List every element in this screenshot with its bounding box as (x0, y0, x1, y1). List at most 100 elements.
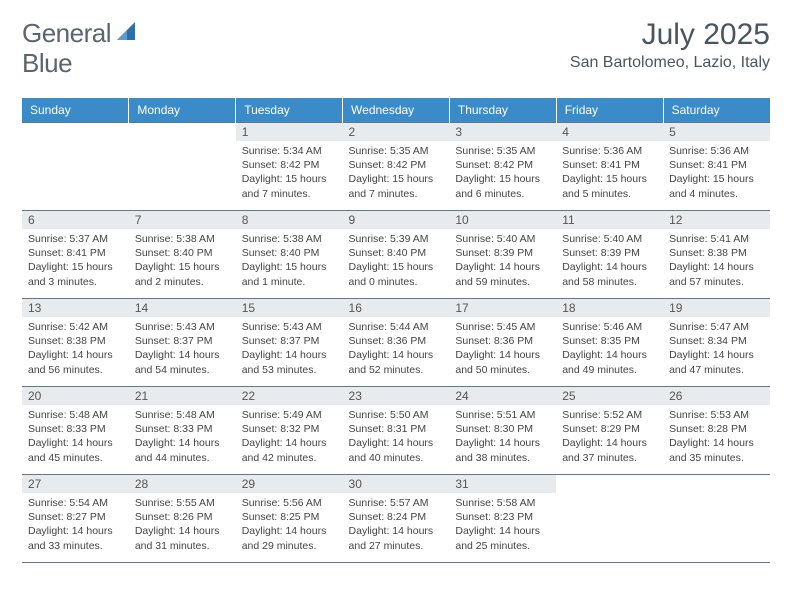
day-details: Sunrise: 5:44 AMSunset: 8:36 PMDaylight:… (343, 317, 450, 381)
logo-line2: Blue (22, 48, 72, 79)
daylight-text: Daylight: 14 hours and 40 minutes. (349, 436, 444, 464)
calendar-day-cell: 24Sunrise: 5:51 AMSunset: 8:30 PMDayligh… (449, 387, 556, 475)
sunrise-text: Sunrise: 5:40 AM (455, 232, 550, 246)
weekday-header: Sunday (22, 98, 129, 123)
sunrise-text: Sunrise: 5:43 AM (242, 320, 337, 334)
calendar-day-cell: 8Sunrise: 5:38 AMSunset: 8:40 PMDaylight… (236, 211, 343, 299)
sunrise-text: Sunrise: 5:54 AM (28, 496, 123, 510)
day-number: 8 (236, 211, 343, 229)
sunset-text: Sunset: 8:27 PM (28, 510, 123, 524)
calendar-week-row: 13Sunrise: 5:42 AMSunset: 8:38 PMDayligh… (22, 299, 770, 387)
day-number: 1 (236, 123, 343, 141)
calendar-day-cell: 7Sunrise: 5:38 AMSunset: 8:40 PMDaylight… (129, 211, 236, 299)
calendar-day-cell: 29Sunrise: 5:56 AMSunset: 8:25 PMDayligh… (236, 475, 343, 563)
daylight-text: Daylight: 14 hours and 47 minutes. (669, 348, 764, 376)
calendar-day-cell: 19Sunrise: 5:47 AMSunset: 8:34 PMDayligh… (663, 299, 770, 387)
day-details: Sunrise: 5:43 AMSunset: 8:37 PMDaylight:… (129, 317, 236, 381)
day-details: Sunrise: 5:35 AMSunset: 8:42 PMDaylight:… (343, 141, 450, 205)
sunset-text: Sunset: 8:29 PM (562, 422, 657, 436)
daylight-text: Daylight: 14 hours and 38 minutes. (455, 436, 550, 464)
sunset-text: Sunset: 8:42 PM (455, 158, 550, 172)
sunset-text: Sunset: 8:33 PM (135, 422, 230, 436)
day-details: Sunrise: 5:39 AMSunset: 8:40 PMDaylight:… (343, 229, 450, 293)
weekday-header: Wednesday (343, 98, 450, 123)
daylight-text: Daylight: 15 hours and 6 minutes. (455, 172, 550, 200)
sunrise-text: Sunrise: 5:48 AM (28, 408, 123, 422)
day-number: 15 (236, 299, 343, 317)
sunset-text: Sunset: 8:28 PM (669, 422, 764, 436)
day-details: Sunrise: 5:57 AMSunset: 8:24 PMDaylight:… (343, 493, 450, 557)
sunrise-text: Sunrise: 5:40 AM (562, 232, 657, 246)
day-details: Sunrise: 5:35 AMSunset: 8:42 PMDaylight:… (449, 141, 556, 205)
sunset-text: Sunset: 8:23 PM (455, 510, 550, 524)
calendar-day-cell: 26Sunrise: 5:53 AMSunset: 8:28 PMDayligh… (663, 387, 770, 475)
calendar-day-cell: 31Sunrise: 5:58 AMSunset: 8:23 PMDayligh… (449, 475, 556, 563)
daylight-text: Daylight: 14 hours and 54 minutes. (135, 348, 230, 376)
sunrise-text: Sunrise: 5:48 AM (135, 408, 230, 422)
sunset-text: Sunset: 8:34 PM (669, 334, 764, 348)
day-number: 23 (343, 387, 450, 405)
day-details: Sunrise: 5:51 AMSunset: 8:30 PMDaylight:… (449, 405, 556, 469)
day-number: 24 (449, 387, 556, 405)
calendar-week-row: 6Sunrise: 5:37 AMSunset: 8:41 PMDaylight… (22, 211, 770, 299)
location: San Bartolomeo, Lazio, Italy (570, 54, 770, 72)
sunrise-text: Sunrise: 5:42 AM (28, 320, 123, 334)
sunset-text: Sunset: 8:40 PM (135, 246, 230, 260)
sunrise-text: Sunrise: 5:51 AM (455, 408, 550, 422)
sunset-text: Sunset: 8:32 PM (242, 422, 337, 436)
day-number: 31 (449, 475, 556, 493)
daylight-text: Daylight: 15 hours and 7 minutes. (242, 172, 337, 200)
day-details: Sunrise: 5:41 AMSunset: 8:38 PMDaylight:… (663, 229, 770, 293)
day-number: 10 (449, 211, 556, 229)
daylight-text: Daylight: 15 hours and 1 minute. (242, 260, 337, 288)
calendar-week-row: 20Sunrise: 5:48 AMSunset: 8:33 PMDayligh… (22, 387, 770, 475)
day-number: 2 (343, 123, 450, 141)
weekday-header-row: Sunday Monday Tuesday Wednesday Thursday… (22, 98, 770, 123)
day-details: Sunrise: 5:36 AMSunset: 8:41 PMDaylight:… (556, 141, 663, 205)
day-number: 18 (556, 299, 663, 317)
calendar-day-cell: 6Sunrise: 5:37 AMSunset: 8:41 PMDaylight… (22, 211, 129, 299)
sunset-text: Sunset: 8:33 PM (28, 422, 123, 436)
day-number: 5 (663, 123, 770, 141)
sunset-text: Sunset: 8:40 PM (242, 246, 337, 260)
daylight-text: Daylight: 14 hours and 25 minutes. (455, 524, 550, 552)
sunset-text: Sunset: 8:26 PM (135, 510, 230, 524)
calendar-day-cell: 25Sunrise: 5:52 AMSunset: 8:29 PMDayligh… (556, 387, 663, 475)
day-details: Sunrise: 5:47 AMSunset: 8:34 PMDaylight:… (663, 317, 770, 381)
calendar-day-cell: 14Sunrise: 5:43 AMSunset: 8:37 PMDayligh… (129, 299, 236, 387)
daylight-text: Daylight: 14 hours and 44 minutes. (135, 436, 230, 464)
day-details: Sunrise: 5:37 AMSunset: 8:41 PMDaylight:… (22, 229, 129, 293)
sunrise-text: Sunrise: 5:34 AM (242, 144, 337, 158)
day-details: Sunrise: 5:54 AMSunset: 8:27 PMDaylight:… (22, 493, 129, 557)
daylight-text: Daylight: 15 hours and 3 minutes. (28, 260, 123, 288)
day-number: 17 (449, 299, 556, 317)
calendar-day-cell: 13Sunrise: 5:42 AMSunset: 8:38 PMDayligh… (22, 299, 129, 387)
daylight-text: Daylight: 14 hours and 59 minutes. (455, 260, 550, 288)
sunset-text: Sunset: 8:35 PM (562, 334, 657, 348)
sunrise-text: Sunrise: 5:45 AM (455, 320, 550, 334)
calendar-day-cell: 30Sunrise: 5:57 AMSunset: 8:24 PMDayligh… (343, 475, 450, 563)
day-number: 9 (343, 211, 450, 229)
weekday-header: Tuesday (236, 98, 343, 123)
day-details: Sunrise: 5:43 AMSunset: 8:37 PMDaylight:… (236, 317, 343, 381)
calendar-day-cell: 4Sunrise: 5:36 AMSunset: 8:41 PMDaylight… (556, 123, 663, 211)
calendar-day-cell: . (556, 475, 663, 563)
sunrise-text: Sunrise: 5:44 AM (349, 320, 444, 334)
daylight-text: Daylight: 14 hours and 45 minutes. (28, 436, 123, 464)
day-details: Sunrise: 5:56 AMSunset: 8:25 PMDaylight:… (236, 493, 343, 557)
sunset-text: Sunset: 8:40 PM (349, 246, 444, 260)
calendar-day-cell: 20Sunrise: 5:48 AMSunset: 8:33 PMDayligh… (22, 387, 129, 475)
day-number: 7 (129, 211, 236, 229)
daylight-text: Daylight: 14 hours and 49 minutes. (562, 348, 657, 376)
day-number: 22 (236, 387, 343, 405)
sunset-text: Sunset: 8:37 PM (135, 334, 230, 348)
sunrise-text: Sunrise: 5:56 AM (242, 496, 337, 510)
sunset-text: Sunset: 8:36 PM (455, 334, 550, 348)
sunset-text: Sunset: 8:41 PM (669, 158, 764, 172)
day-details: Sunrise: 5:48 AMSunset: 8:33 PMDaylight:… (22, 405, 129, 469)
weekday-header: Thursday (449, 98, 556, 123)
daylight-text: Daylight: 15 hours and 5 minutes. (562, 172, 657, 200)
day-number: 30 (343, 475, 450, 493)
day-number: 16 (343, 299, 450, 317)
calendar-day-cell: . (663, 475, 770, 563)
